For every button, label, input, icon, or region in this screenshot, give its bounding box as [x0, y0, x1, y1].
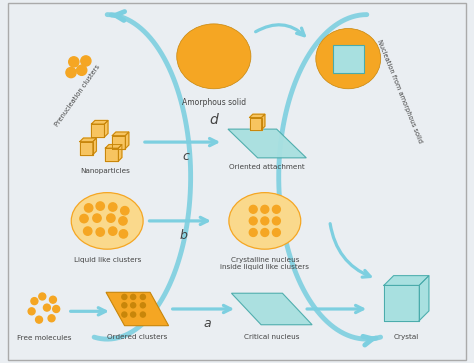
Ellipse shape [316, 29, 381, 89]
Text: a: a [203, 317, 210, 330]
Text: Prenucleation clusters: Prenucleation clusters [54, 64, 100, 128]
Text: d: d [210, 113, 218, 127]
Circle shape [273, 229, 280, 236]
Circle shape [77, 65, 87, 76]
Bar [332, 45, 364, 73]
Circle shape [122, 303, 127, 308]
Polygon shape [262, 114, 265, 130]
Polygon shape [249, 118, 262, 130]
Circle shape [39, 293, 46, 300]
Polygon shape [80, 138, 96, 142]
Text: b: b [180, 229, 188, 242]
Circle shape [122, 294, 127, 299]
Text: c: c [182, 150, 190, 163]
Circle shape [96, 202, 104, 210]
Circle shape [131, 303, 136, 308]
Ellipse shape [177, 24, 251, 89]
Polygon shape [91, 121, 108, 124]
Circle shape [84, 204, 93, 212]
Text: Critical nucleus: Critical nucleus [244, 334, 300, 340]
Polygon shape [93, 138, 96, 155]
Circle shape [261, 229, 269, 236]
Polygon shape [125, 132, 129, 148]
Circle shape [31, 298, 38, 305]
Circle shape [140, 312, 146, 317]
Polygon shape [231, 293, 312, 325]
Text: Crystal: Crystal [393, 334, 419, 340]
Ellipse shape [229, 193, 301, 249]
Circle shape [261, 217, 269, 225]
Circle shape [36, 316, 43, 323]
Polygon shape [105, 144, 122, 148]
Polygon shape [384, 276, 429, 285]
Circle shape [81, 56, 91, 66]
Text: Crystalline nucleus
inside liquid like clusters: Crystalline nucleus inside liquid like c… [220, 257, 310, 270]
Circle shape [44, 304, 50, 311]
Circle shape [48, 315, 55, 322]
Circle shape [109, 203, 117, 211]
Text: Ordered clusters: Ordered clusters [107, 334, 167, 340]
Circle shape [28, 308, 35, 315]
Circle shape [93, 214, 101, 222]
Circle shape [249, 217, 257, 225]
Text: Nucleation from amorphous solid: Nucleation from amorphous solid [376, 38, 423, 144]
Circle shape [66, 68, 76, 78]
Circle shape [131, 312, 136, 317]
Text: Nanoparticles: Nanoparticles [80, 168, 130, 174]
Polygon shape [112, 136, 125, 148]
Polygon shape [228, 129, 306, 158]
Ellipse shape [71, 193, 143, 249]
Polygon shape [104, 121, 108, 137]
Circle shape [261, 205, 269, 213]
Circle shape [249, 205, 257, 213]
Polygon shape [80, 142, 93, 155]
Circle shape [53, 306, 60, 313]
Circle shape [273, 205, 280, 213]
Circle shape [109, 227, 117, 235]
Circle shape [107, 214, 115, 222]
Circle shape [249, 229, 257, 236]
Circle shape [140, 294, 146, 299]
Circle shape [80, 215, 88, 223]
Polygon shape [384, 285, 419, 321]
Polygon shape [112, 132, 129, 136]
Circle shape [121, 207, 129, 215]
Circle shape [96, 228, 104, 236]
Text: Free molecules: Free molecules [18, 335, 72, 342]
Circle shape [119, 217, 127, 225]
Circle shape [83, 227, 92, 235]
Text: Liquid like clusters: Liquid like clusters [73, 257, 141, 263]
Circle shape [273, 217, 280, 225]
Circle shape [49, 296, 56, 303]
Circle shape [119, 230, 128, 238]
Polygon shape [118, 144, 122, 161]
Circle shape [140, 303, 146, 308]
Text: Amorphous solid: Amorphous solid [182, 98, 246, 107]
Circle shape [122, 312, 127, 317]
Polygon shape [105, 148, 118, 161]
Polygon shape [91, 124, 104, 137]
Text: Oriented attachment: Oriented attachment [229, 164, 305, 170]
Circle shape [131, 294, 136, 299]
Polygon shape [419, 276, 429, 321]
Polygon shape [106, 292, 169, 326]
Polygon shape [249, 114, 265, 118]
Circle shape [69, 57, 79, 67]
